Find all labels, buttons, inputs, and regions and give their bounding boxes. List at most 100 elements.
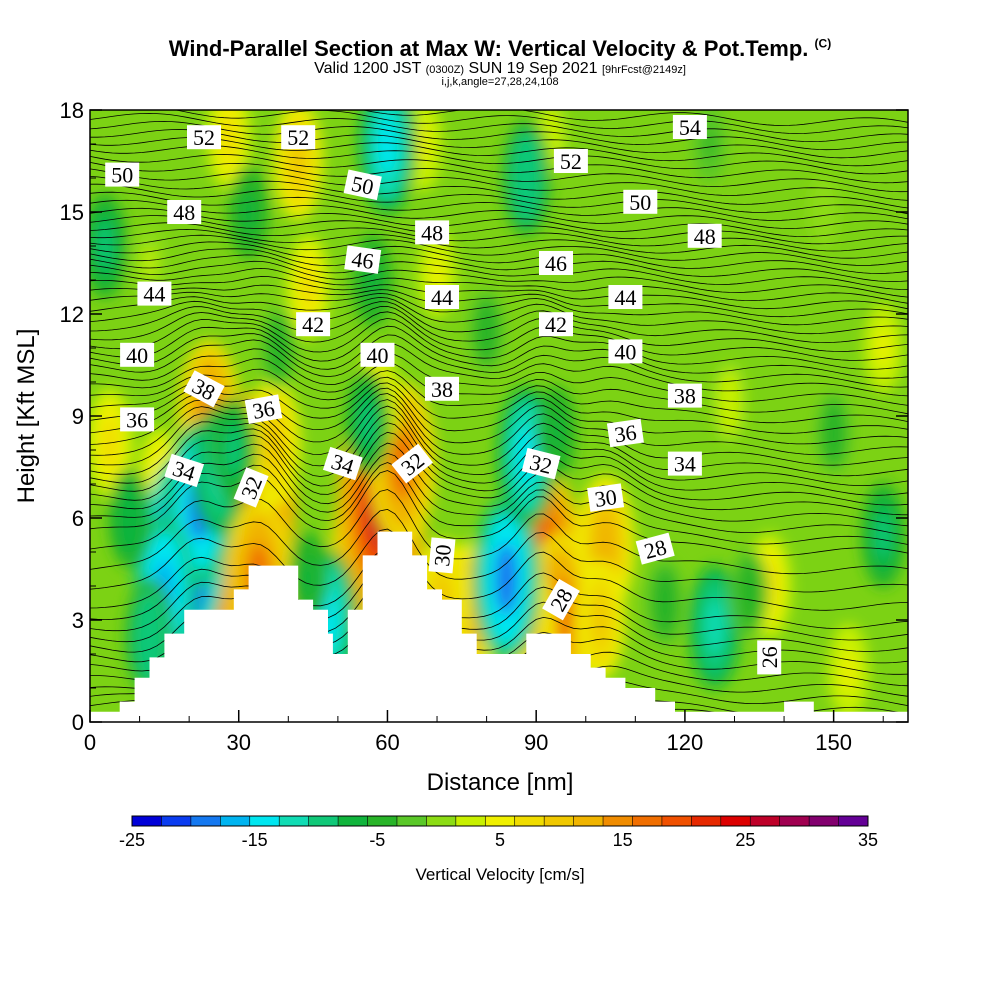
isentrope [90, 317, 908, 370]
colorbar-swatch [249, 816, 280, 826]
y-tick-label-6: 6 [72, 506, 84, 531]
downdraft-core-17 [730, 548, 769, 638]
isentrope [90, 368, 908, 424]
theta-label-0: 52 [187, 125, 221, 150]
downdraft-core-18 [90, 193, 128, 299]
colorbar-label: Vertical Velocity [cm/s] [415, 865, 584, 884]
svg-text:40: 40 [614, 339, 636, 364]
colorbar-swatch [809, 816, 839, 826]
potential-temperature-contours [90, 110, 908, 722]
svg-text:48: 48 [421, 220, 443, 245]
isentrope [90, 199, 908, 230]
isentrope [90, 296, 908, 335]
updraft-core-19 [828, 623, 869, 719]
theta-label-19: 40 [608, 339, 643, 364]
theta-label-8: 48 [415, 220, 450, 245]
downdraft-core-20 [860, 482, 906, 588]
svg-text:40: 40 [126, 343, 148, 368]
svg-text:34: 34 [674, 452, 696, 477]
isentrope [90, 168, 908, 201]
theta-label-32: 30 [587, 483, 625, 512]
valid-utc: (0300Z) [425, 64, 465, 76]
colorbar-tick-15: 15 [613, 830, 633, 850]
colorbar-swatch [367, 816, 398, 826]
isentrope [90, 305, 908, 352]
isentrope [90, 575, 908, 652]
isentrope [90, 254, 908, 290]
theta-label-18: 40 [360, 342, 395, 368]
colorbar-tick--25: -25 [119, 830, 145, 850]
isentrope [90, 339, 908, 397]
y-tick-label-12: 12 [60, 302, 84, 327]
svg-text:52: 52 [193, 125, 215, 150]
section-parameters: i,j,k,angle=27,28,24,108 [441, 76, 559, 88]
isentrope [90, 183, 908, 215]
theta-label-17: 40 [120, 342, 155, 368]
valid-time: Valid 1200 JST [314, 60, 422, 77]
isentrope [90, 348, 908, 406]
svg-text:44: 44 [614, 285, 636, 310]
isentrope [90, 215, 908, 245]
svg-text:38: 38 [674, 384, 696, 409]
svg-text:52: 52 [287, 125, 309, 150]
colorbar-swatch [603, 816, 633, 826]
colorbar-swatch [426, 816, 457, 826]
isentrope [90, 176, 908, 209]
colorbar-swatch [396, 816, 427, 826]
isentrope [90, 267, 908, 304]
x-tick-label-120: 120 [667, 730, 704, 755]
chart-title: Wind-Parallel Section at Max W: Vertical… [0, 36, 1000, 62]
theta-label-21: 38 [425, 376, 459, 402]
isentrope [90, 489, 908, 575]
colorbar-swatch [720, 816, 751, 826]
theta-label-2: 50 [105, 162, 140, 188]
colorbar-swatch [750, 816, 780, 826]
svg-text:38: 38 [431, 377, 453, 402]
updraft-core-23 [711, 360, 748, 444]
svg-text:54: 54 [679, 115, 701, 140]
updraft-core-31 [807, 176, 840, 248]
isentrope [90, 528, 908, 611]
colorbar-swatch [308, 816, 339, 826]
colorbar-tick--5: -5 [369, 830, 385, 850]
isentrope [90, 120, 908, 151]
isentrope [90, 276, 908, 310]
svg-text:44: 44 [143, 282, 165, 307]
forecast-info: [9hrFcst@2149z] [601, 64, 686, 76]
x-tick-label-60: 60 [375, 730, 399, 755]
colorbar-swatch [544, 816, 574, 826]
theta-label-15: 42 [296, 312, 331, 337]
isentrope [90, 222, 908, 252]
svg-text:36: 36 [613, 420, 638, 448]
copyright-mark: (C) [814, 36, 832, 51]
theta-label-28: 34 [667, 451, 702, 477]
isentrope [90, 548, 908, 629]
isentrope [90, 508, 908, 593]
theta-label-1: 52 [281, 125, 316, 150]
colorbar-swatch [455, 816, 486, 826]
isentrope [90, 393, 908, 466]
svg-text:42: 42 [302, 312, 324, 337]
y-tick-label-18: 18 [60, 98, 84, 123]
chart-title-text: Wind-Parallel Section at Max W: Vertical… [168, 36, 809, 61]
svg-text:36: 36 [251, 395, 277, 423]
x-axis-label: Distance [nm] [427, 769, 574, 796]
theta-label-5: 54 [672, 115, 707, 140]
terrain-profile [90, 531, 908, 722]
colorbar-tick-25: 25 [735, 830, 755, 850]
theta-label-24: 36 [244, 394, 283, 424]
svg-text:52: 52 [560, 149, 582, 174]
downdraft-core-25 [468, 289, 505, 373]
svg-text:40: 40 [367, 343, 389, 368]
isentrope [90, 358, 908, 415]
y-axis-label: Height [Kft MSL] [13, 329, 40, 504]
isentrope [90, 376, 908, 434]
theta-label-10: 46 [344, 245, 382, 274]
colorbar-swatch [514, 816, 545, 826]
theta-label-11: 46 [539, 251, 573, 276]
theta-label-13: 44 [425, 285, 459, 310]
isentrope [90, 431, 908, 516]
theta-label-6: 52 [553, 149, 588, 174]
